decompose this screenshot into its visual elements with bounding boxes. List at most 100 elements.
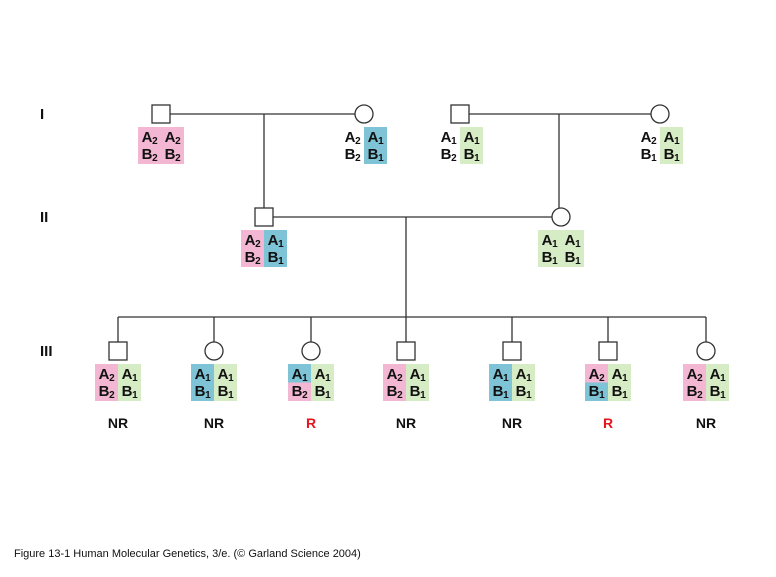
male-square-icon <box>502 341 522 361</box>
male-square-icon <box>598 341 618 361</box>
paternal-haplotype: A1 B1 <box>538 230 561 267</box>
male-square-icon <box>151 104 171 124</box>
generation-label: I <box>40 106 45 123</box>
allele-label: A2 <box>588 365 605 384</box>
maternal-haplotype: A1 B1 <box>512 364 535 401</box>
paternal-haplotype: A2 B2 <box>383 364 406 401</box>
female-circle-icon <box>354 104 374 124</box>
allele-label: A1 <box>492 365 509 384</box>
paternal-haplotype: A2 B1 <box>637 127 660 164</box>
allele-label: A1 <box>463 128 480 147</box>
allele-label: B1 <box>194 382 211 401</box>
non-recombinant-label: NR <box>107 415 129 431</box>
paternal-haplotype: A1 B2 <box>288 364 311 401</box>
female-circle-icon <box>650 104 670 124</box>
allele-label: B2 <box>244 248 261 267</box>
maternal-haplotype: A1 B1 <box>264 230 287 267</box>
allele-label: A2 <box>98 365 115 384</box>
maternal-haplotype: A1 B1 <box>561 230 584 267</box>
allele-label: B1 <box>640 145 657 164</box>
paternal-haplotype: A1 B1 <box>191 364 214 401</box>
maternal-haplotype: A1 B1 <box>311 364 334 401</box>
paternal-haplotype: A2 B2 <box>241 230 264 267</box>
paternal-haplotype: A2 B2 <box>138 127 161 164</box>
maternal-haplotype: A1 B1 <box>118 364 141 401</box>
allele-label: B2 <box>98 382 115 401</box>
allele-label: A1 <box>314 365 331 384</box>
genotype-box: A2 B2 A1 B1 <box>683 364 729 401</box>
allele-label: B2 <box>686 382 703 401</box>
allele-label: A1 <box>121 365 138 384</box>
female-circle-icon <box>204 341 224 361</box>
male-square-icon <box>450 104 470 124</box>
genotype-box: A1 B1 A1 B1 <box>538 230 584 267</box>
genotype-box: A2 B2 A1 B1 <box>341 127 387 164</box>
allele-label: B1 <box>314 382 331 401</box>
allele-label: B1 <box>564 248 581 267</box>
allele-label: A2 <box>640 128 657 147</box>
allele-label: A1 <box>217 365 234 384</box>
allele-label: B2 <box>141 145 158 164</box>
maternal-haplotype: A1 B1 <box>608 364 631 401</box>
genotype-box: A2 B1 A1 B1 <box>585 364 631 401</box>
allele-label: B1 <box>611 382 628 401</box>
allele-label: B1 <box>709 382 726 401</box>
allele-label: A1 <box>267 231 284 250</box>
maternal-haplotype: A1 B1 <box>460 127 483 164</box>
allele-label: A1 <box>194 365 211 384</box>
allele-label: A2 <box>164 128 181 147</box>
genotype-box: A2 B1 A1 B1 <box>637 127 683 164</box>
maternal-haplotype: A1 B1 <box>406 364 429 401</box>
male-square-icon <box>254 207 274 227</box>
genotype-box: A2 B2 A1 B1 <box>383 364 429 401</box>
allele-label: A1 <box>291 365 308 384</box>
paternal-haplotype: A2 B1 <box>585 364 608 401</box>
allele-label: B1 <box>267 248 284 267</box>
genotype-box: A1 B2 A1 B1 <box>288 364 334 401</box>
figure-caption: Figure 13-1 Human Molecular Genetics, 3/… <box>14 548 361 560</box>
maternal-haplotype: A1 B1 <box>214 364 237 401</box>
paternal-haplotype: A1 B1 <box>489 364 512 401</box>
male-square-icon <box>396 341 416 361</box>
genotype-box: A2 B2 A1 B1 <box>241 230 287 267</box>
non-recombinant-label: NR <box>695 415 717 431</box>
allele-label: A1 <box>564 231 581 250</box>
non-recombinant-label: NR <box>203 415 225 431</box>
allele-label: B1 <box>588 382 605 401</box>
allele-label: A2 <box>141 128 158 147</box>
allele-label: A1 <box>611 365 628 384</box>
allele-label: B1 <box>663 145 680 164</box>
male-square-icon <box>108 341 128 361</box>
allele-label: A1 <box>541 231 558 250</box>
allele-label: A1 <box>409 365 426 384</box>
allele-label: B1 <box>121 382 138 401</box>
allele-label: B1 <box>541 248 558 267</box>
allele-label: A2 <box>686 365 703 384</box>
allele-label: A1 <box>440 128 457 147</box>
allele-label: B2 <box>386 382 403 401</box>
paternal-haplotype: A2 B2 <box>95 364 118 401</box>
allele-label: B1 <box>367 145 384 164</box>
allele-label: B1 <box>492 382 509 401</box>
paternal-haplotype: A2 B2 <box>341 127 364 164</box>
allele-label: A1 <box>709 365 726 384</box>
allele-label: A1 <box>515 365 532 384</box>
allele-label: B2 <box>344 145 361 164</box>
allele-label: B2 <box>440 145 457 164</box>
allele-label: A2 <box>344 128 361 147</box>
recombinant-label: R <box>602 415 614 431</box>
genotype-box: A1 B1 A1 B1 <box>191 364 237 401</box>
allele-label: B2 <box>164 145 181 164</box>
allele-label: A2 <box>244 231 261 250</box>
allele-label: B1 <box>409 382 426 401</box>
maternal-haplotype: A2 B2 <box>161 127 184 164</box>
maternal-haplotype: A1 B1 <box>364 127 387 164</box>
allele-label: B1 <box>217 382 234 401</box>
allele-label: A1 <box>663 128 680 147</box>
non-recombinant-label: NR <box>395 415 417 431</box>
allele-label: A1 <box>367 128 384 147</box>
female-circle-icon <box>696 341 716 361</box>
allele-label: B1 <box>515 382 532 401</box>
paternal-haplotype: A1 B2 <box>437 127 460 164</box>
